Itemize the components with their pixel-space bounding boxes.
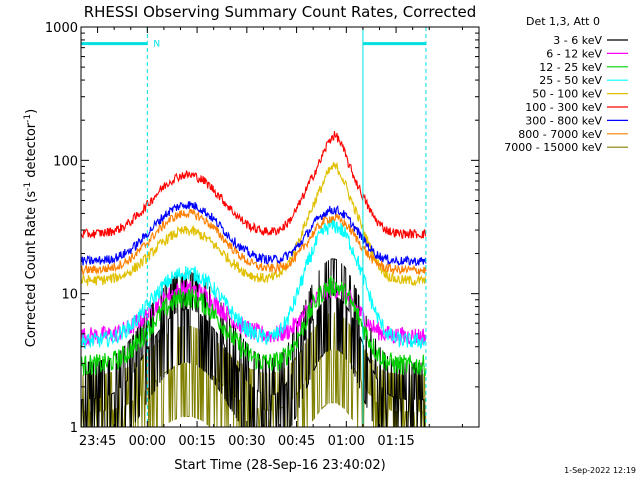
legend-label: 100 - 300 keV [525,101,602,114]
y-label-part2: detector [24,122,39,182]
legend-label: 800 - 7000 keV [518,128,602,141]
x-tick-label: 01:00 [328,434,365,449]
y-axis: 1 10 100 1000 [45,21,479,436]
y-tick-label: 1000 [45,21,78,36]
legend-header: Det 1,3, Att 0 [526,15,600,28]
series-line-1 [81,280,427,347]
x-axis: 23:45 00:00 00:15 00:30 00:45 01:00 01:15 [79,27,463,449]
series-line-2 [81,275,427,377]
legend-label: 300 - 800 keV [525,114,602,127]
chart-title: RHESSI Observing Summary Count Rates, Co… [84,3,477,21]
y-tick-label: 10 [61,288,78,303]
legend-label: 50 - 100 keV [532,88,602,101]
legend-label: 25 - 50 keV [539,74,602,87]
series-line-3 [81,217,427,350]
series-line-0 [81,258,426,427]
y-label-part3: ) [24,109,39,114]
y-axis-label: Corrected Count Rate (s-1 detector-1) [23,109,39,347]
legend-label: 7000 - 15000 keV [504,141,602,154]
x-tick-label: 00:15 [178,434,215,449]
x-tick-label: 00:45 [278,434,315,449]
legend-label: 12 - 25 keV [539,61,602,74]
legend-label: 3 - 6 keV [553,34,602,47]
y-label-sup2: -1 [23,114,33,123]
x-tick-label: 00:30 [228,434,265,449]
night-flag-label: N [153,40,160,50]
footer-timestamp: 1-Sep-2022 12:19 [564,466,636,475]
legend-label: 6 - 12 keV [546,47,602,60]
series-line-6 [81,201,427,266]
y-label-part1: Corrected Count Rate (s [24,191,39,348]
plot-area: N [80,27,427,427]
series-line-7 [81,208,427,277]
x-tick-label: 23:45 [79,434,116,449]
x-axis-label: Start Time (28-Sep-16 23:40:02) [174,458,385,473]
y-tick-label: 100 [53,154,78,169]
y-label-sup1: -1 [23,182,33,191]
x-tick-label: 01:15 [377,434,414,449]
y-tick-label: 1 [70,421,78,436]
series-line-5 [81,131,427,240]
x-tick-label: 00:00 [129,434,166,449]
